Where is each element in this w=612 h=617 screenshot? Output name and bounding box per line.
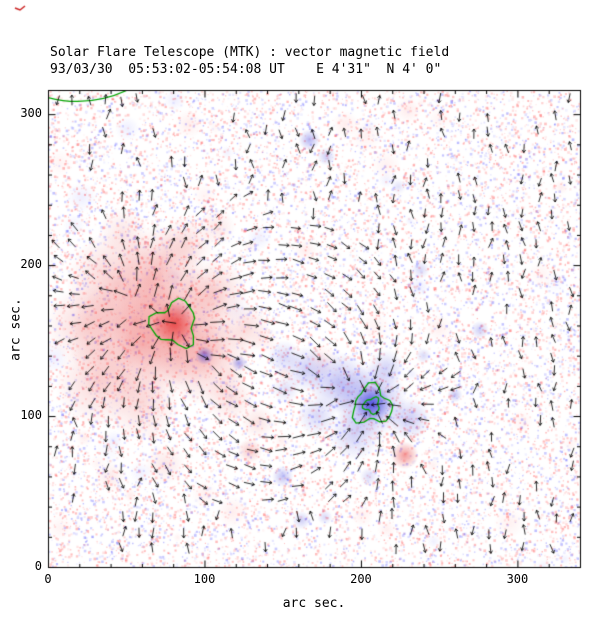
y-tick-label: 300 [20,106,42,121]
x-tick-label: 300 [506,572,529,586]
plot-subtitle: 93/03/30 05:53:02-05:54:08 UT E 4'31" N … [50,62,442,77]
y-tick-label: 200 [20,257,42,272]
plot-title: Solar Flare Telescope (MTK) : vector mag… [50,45,450,60]
x-tick-label: 100 [193,572,216,586]
y-tick-label: 100 [20,408,42,423]
y-tick-label: 0 [34,559,42,573]
x-tick-label: 200 [350,572,372,586]
y-axis-label: arc sec. [8,298,24,361]
x-tick-label: 0 [44,572,52,586]
x-axis-label: arc sec. [282,596,346,611]
